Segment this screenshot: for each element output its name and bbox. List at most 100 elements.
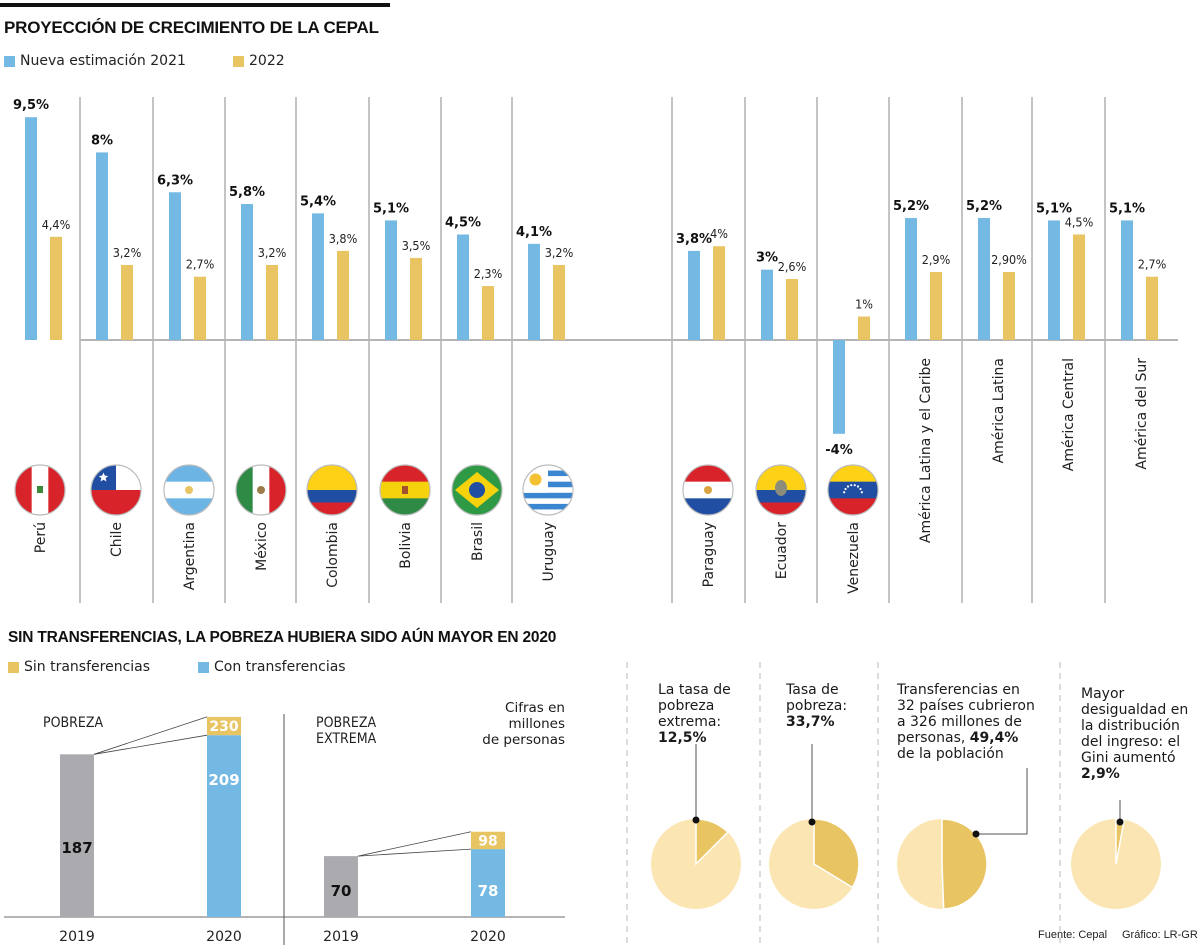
- bar-2022: [1073, 234, 1085, 340]
- category-label: Paraguay: [701, 522, 717, 587]
- category-group: 9,5% 4,4% Perú: [13, 98, 71, 553]
- label-2022: 2,3%: [474, 266, 503, 281]
- label-2022: 2,9%: [922, 252, 951, 267]
- bar-2021: [96, 152, 108, 340]
- bar-2021: [457, 234, 469, 340]
- flag-globe: [469, 482, 485, 498]
- label-2021: 8%: [91, 133, 113, 148]
- category-label: América del Sur: [1134, 358, 1150, 470]
- flag-star: [850, 484, 853, 487]
- bar-2021: [833, 340, 845, 434]
- value-2019: 70: [331, 882, 352, 900]
- bar-2020-con: [207, 735, 241, 917]
- poverty-section-title: SIN TRANSFERENCIAS, LA POBREZA HUBIERA S…: [8, 629, 557, 646]
- category-group: 5,4% 3,8% Colombia: [300, 194, 358, 588]
- flag-border: [14, 464, 66, 516]
- year-label: 2020: [206, 929, 242, 945]
- category-group: 5,2% 2,9% América Latina y el Caribe: [893, 199, 951, 543]
- flag-band: [828, 465, 878, 482]
- flag-emblem: [257, 486, 265, 494]
- category-group: 5,8% 3,2% México: [229, 185, 287, 571]
- legend-swatch-gold: [233, 55, 244, 67]
- flag-star: [846, 485, 850, 488]
- flag-stripe: [523, 509, 573, 515]
- leader-line-transfers: [976, 768, 1028, 835]
- label-2021: 5,2%: [966, 199, 1002, 214]
- pie-text-line: La tasa de: [658, 682, 731, 698]
- category-label: América Central: [1061, 358, 1077, 471]
- pie-value-label: 33,7%: [786, 714, 835, 730]
- category-group: 5,2% 2,90% América Latina: [966, 199, 1027, 463]
- label-2021: 5,1%: [373, 201, 409, 216]
- flag-band: [380, 498, 430, 515]
- units-note-line: Cifras en: [505, 700, 565, 716]
- flag-band: [307, 490, 357, 503]
- flag-emblem: [704, 486, 712, 494]
- poverty-block: POBREZA 187 209 230 2019 2020: [43, 715, 242, 945]
- pie-text-line: extrema:: [658, 714, 722, 730]
- legend-item-2021: Nueva estimación 2021: [4, 53, 186, 69]
- category-group: 3%2,6% Ecuador: [755, 251, 807, 579]
- pie-text-extreme: La tasa de pobreza extrema: 12,5%: [658, 682, 731, 746]
- value-2020-con: 78: [478, 882, 499, 900]
- flag-band: [164, 498, 214, 515]
- units-note: Cifras en millones de personas: [470, 700, 565, 748]
- bar-2022: [713, 246, 725, 340]
- category-group: 4,1% 3,2% Uruguay: [516, 225, 574, 582]
- source-label: Fuente: Cepal: [1038, 929, 1108, 941]
- bar-2021: [1048, 220, 1060, 340]
- flag-border: [306, 464, 358, 516]
- flag-band: [828, 481, 878, 499]
- flag-border: [682, 464, 734, 516]
- label-2021: -4%: [825, 443, 852, 458]
- flag-border: [163, 464, 215, 516]
- flag-band: [236, 465, 253, 515]
- legend-item-con: Con transferencias: [198, 659, 346, 675]
- label-2021: 9,5%: [13, 98, 49, 113]
- pie-text-line: a 326 millones de: [897, 714, 1022, 730]
- category-label: México: [254, 522, 270, 571]
- flag-band: [756, 502, 806, 515]
- label-2022: 1%: [855, 297, 873, 312]
- flag-band: [756, 490, 806, 503]
- bar-2022: [337, 250, 349, 340]
- pie-chart: [897, 818, 988, 910]
- bar-2021: [312, 213, 324, 340]
- venezuela-flag-icon: [828, 465, 878, 515]
- legend-label: 2022: [249, 53, 285, 69]
- pie-text-line: personas,: [897, 730, 966, 746]
- connector-line: [357, 831, 472, 857]
- category-label: Perú: [33, 522, 49, 553]
- bar-2021: [25, 117, 37, 340]
- flag-star: [843, 491, 846, 494]
- category-label: Colombia: [325, 522, 341, 588]
- label-2021: 3,8%: [676, 232, 712, 247]
- legend-swatch-gold: [8, 661, 19, 673]
- connector-line: [357, 848, 472, 857]
- value-2020-sin: 230: [209, 719, 238, 735]
- argentina-flag-icon: [164, 465, 214, 515]
- label-2022: 2,7%: [1138, 257, 1167, 272]
- category-group: 4,5% 2,3% Brasil: [445, 215, 503, 561]
- flag-emblem: [775, 480, 787, 496]
- pie-slice-highlight: [813, 818, 860, 889]
- leader-dot: [808, 818, 816, 826]
- growth-chart-title: PROYECCIÓN DE CRECIMIENTO DE LA CEPAL: [4, 18, 379, 37]
- bar-2021: [905, 218, 917, 340]
- flag-star: [844, 487, 847, 491]
- flag-border: [827, 464, 879, 516]
- bar-2020-sin: [471, 831, 505, 850]
- growth-bar-chart: 9,5% 4,4% Perú 8% 3,2% Chile 6,3% 2,7% Argentina…: [13, 97, 1178, 603]
- flag-band: [164, 465, 214, 482]
- flag-stripe: [523, 498, 573, 505]
- pie-value-label: 12,5%: [658, 730, 707, 746]
- bar-2021: [688, 250, 700, 340]
- poverty-block-title: EXTREMA: [316, 731, 377, 747]
- credit-label: Gráfico: LR-GR: [1122, 929, 1198, 941]
- units-note-line: de personas: [482, 732, 565, 748]
- label-2021: 5,2%: [893, 199, 929, 214]
- paraguay-flag-icon: [683, 465, 733, 515]
- flag-star: [853, 484, 856, 487]
